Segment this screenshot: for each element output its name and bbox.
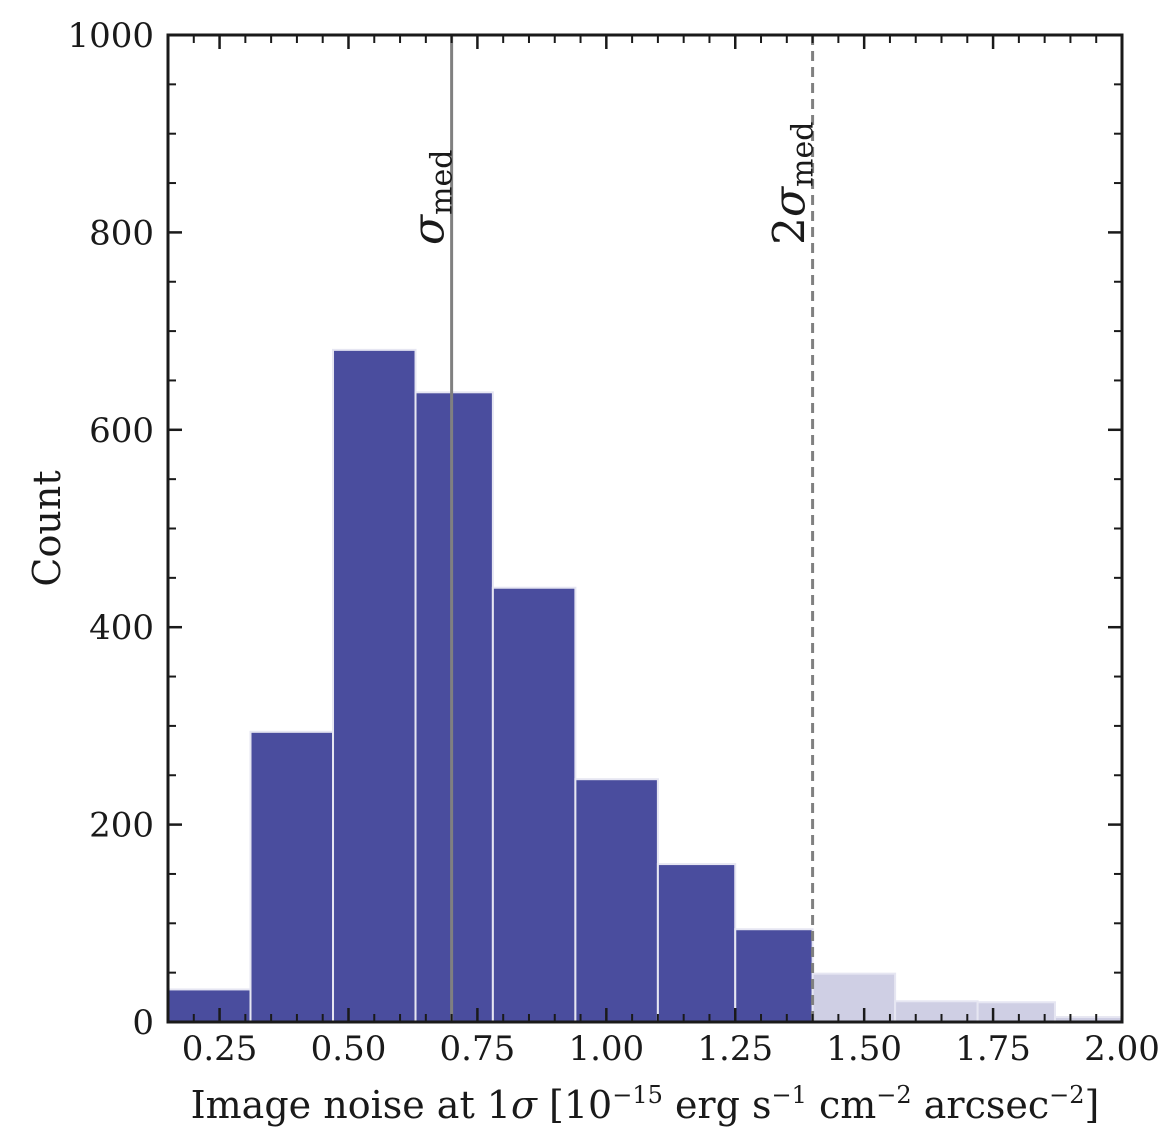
- two-sigma-med-label: 2σmed: [765, 122, 821, 245]
- x-tick-label: 0.75: [440, 1029, 516, 1069]
- x-tick-label: 0.50: [311, 1029, 387, 1069]
- x-tick-label: 1.50: [826, 1029, 902, 1069]
- x-tick-label: 1.25: [697, 1029, 773, 1069]
- y-tick-label: 200: [89, 806, 154, 846]
- y-tick-label: 0: [132, 1003, 154, 1043]
- histogram-bar-4: [414, 391, 494, 1023]
- x-tick-label: 1.75: [955, 1029, 1031, 1069]
- histogram-bar-1: [167, 988, 252, 1024]
- histogram-bar-6: [574, 778, 659, 1023]
- histogram-bar-3: [332, 348, 417, 1023]
- x-tick-label: 2.00: [1084, 1029, 1160, 1069]
- y-tick-label: 400: [89, 608, 154, 648]
- histogram-bar-7: [656, 863, 737, 1024]
- histogram-bar-8: [734, 928, 814, 1023]
- x-tick-label: 1.00: [568, 1029, 644, 1069]
- histogram-bar-5: [491, 586, 577, 1023]
- bars-group: [167, 348, 1123, 1024]
- y-tick-label: 800: [89, 213, 154, 253]
- plot-frame: [166, 33, 1124, 1024]
- tick-labels: 0.25 0.50 0.75 1.00 1.25 1.50 1.75 2.00 0 200 400 6…: [67, 16, 1159, 1069]
- y-tick-label: 1000: [67, 16, 154, 56]
- x-tick-label: 0.25: [182, 1029, 258, 1069]
- y-tick-label: 600: [89, 411, 154, 451]
- histogram-bar-2: [249, 730, 335, 1024]
- histogram-bar-11: [976, 1001, 1056, 1024]
- x-axis-label: Image noise at 1σ [10−15 erg s−1 cm−2 ar…: [191, 1081, 1100, 1127]
- y-axis-label: Count: [25, 470, 69, 586]
- reference-lines: [450, 35, 815, 1022]
- histogram-bar-10: [894, 1000, 979, 1024]
- sigma-med-label: σmed: [404, 150, 460, 245]
- histogram-bar-9: [811, 972, 897, 1024]
